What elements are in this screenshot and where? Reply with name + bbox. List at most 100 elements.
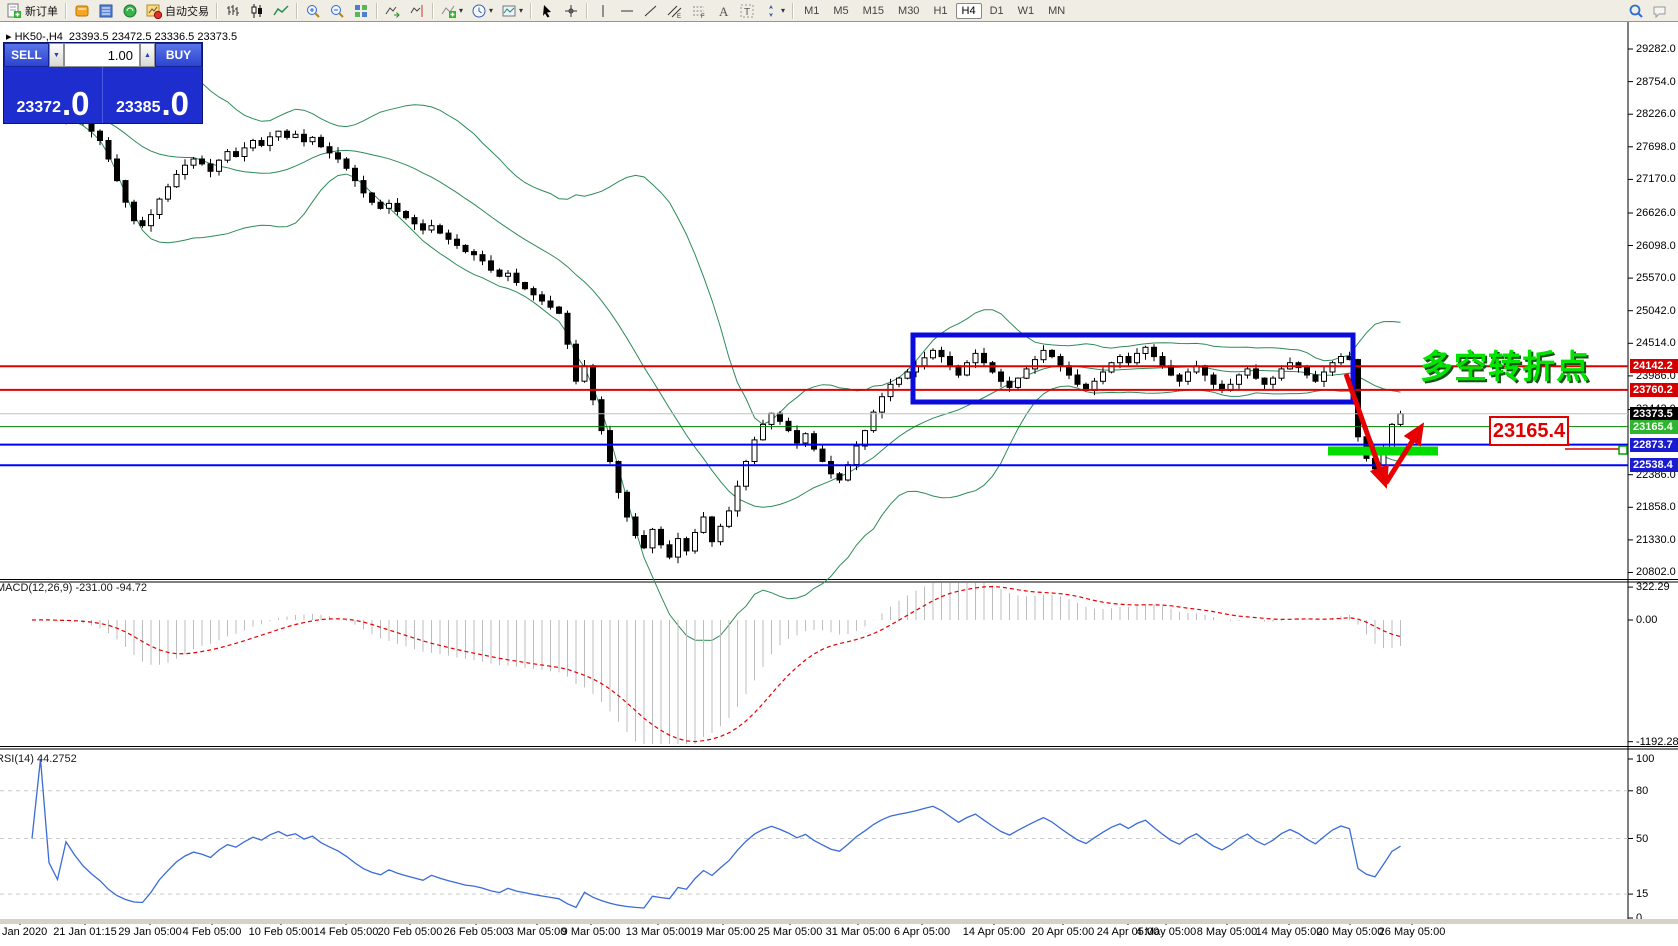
chart-shift-button[interactable] [405, 1, 429, 21]
symbol-name: HK50-,H4 [14, 31, 63, 43]
auto-scroll-button[interactable] [381, 1, 405, 21]
auto-trading-button[interactable]: 自动交易 [142, 1, 213, 21]
data-window-button[interactable] [94, 1, 118, 21]
templates-button[interactable]: ▾ [497, 1, 527, 21]
red-arrow-up [1383, 422, 1425, 485]
rsi-tick-label: 15 [1636, 888, 1649, 900]
vertical-line-button[interactable] [591, 1, 615, 21]
timeframe-W1-button[interactable]: W1 [1017, 4, 1035, 17]
date-tick-label: 14 Apr 05:00 [962, 926, 1026, 938]
price-tick-label: 22386.0 [1636, 469, 1676, 481]
dropdown-caret-icon: ▾ [519, 6, 524, 15]
tile-windows-icon [355, 4, 367, 17]
green-support-bar [1328, 446, 1438, 456]
search-icon [1629, 4, 1643, 18]
equidistant-channel-button[interactable]: E [663, 1, 687, 21]
price-tick-label: 29282.0 [1636, 43, 1676, 55]
fibonacci-icon: F [693, 6, 705, 19]
price-badge: 22873.7 [1630, 438, 1678, 452]
buy-price-panel[interactable]: 23385 .0 [103, 67, 202, 123]
zoom-out-icon [331, 4, 344, 18]
line-chart-button[interactable] [269, 1, 293, 21]
timeframe-D1-button[interactable]: D1 [989, 4, 1004, 17]
timeframe-M5-button[interactable]: M5 [833, 4, 849, 17]
chat-button[interactable] [1648, 1, 1672, 21]
timeframe-H4-button[interactable]: H4 [955, 2, 982, 19]
timeframe-H1-button[interactable]: H1 [933, 4, 948, 17]
sell-price-panel[interactable]: 23372 .0 [4, 67, 103, 123]
volume-decrease-button[interactable]: ▼ [49, 43, 64, 67]
indicators-button[interactable]: ▾ [437, 1, 467, 21]
sell-button[interactable]: SELL [4, 43, 49, 67]
toolbar-separator [216, 2, 218, 19]
date-tick-label: 20 May 05:00 [1316, 926, 1384, 938]
macd-signal-line [31, 585, 1401, 743]
crosshair-button[interactable] [559, 1, 583, 21]
price-tick-label: 24514.0 [1636, 337, 1676, 349]
chart-canvas[interactable] [0, 22, 1678, 946]
date-tick-label: 13 Mar 05:00 [625, 926, 691, 938]
line-chart-icon [273, 4, 289, 15]
price-badge: 23373.5 [1630, 407, 1678, 421]
timeframe-M30-button[interactable]: M30 [898, 4, 920, 17]
price-tick-label: 25570.0 [1636, 272, 1676, 284]
date-tick-label: 25 Mar 05:00 [757, 926, 823, 938]
chat-icon [1653, 6, 1666, 18]
candlestick-chart-icon [251, 3, 262, 18]
market-watch-button[interactable] [70, 1, 94, 21]
horizontal-line-button[interactable] [615, 1, 639, 21]
rsi-tick-label: 100 [1636, 753, 1655, 765]
annotation-price-label: 23165.4 [1489, 416, 1569, 446]
timeframe-MN-button[interactable]: MN [1048, 4, 1066, 17]
macd-indicator-label: MACD(12,26,9) -231.00 -94.72 [0, 582, 148, 594]
candlestick-chart-button[interactable] [245, 1, 269, 21]
price-tick-label: 21330.0 [1636, 534, 1676, 546]
tile-windows-button[interactable] [349, 1, 373, 21]
search-button[interactable] [1624, 1, 1648, 21]
price-badge: 24142.2 [1630, 359, 1678, 373]
toolbar: 新订单 自动交易 ▾ ▾ ▾ E F A T ▾ M1 M5 M15 M30 H1 H4 D1 W1 MN [0, 0, 1678, 22]
equidistant-channel-icon: E [667, 5, 682, 19]
macd-histogram [40, 583, 1401, 744]
zoom-in-icon [307, 4, 320, 18]
market-watch-icon [75, 5, 89, 16]
toolbar-separator [376, 2, 378, 19]
volume-input[interactable]: 1.00 [64, 43, 140, 67]
crosshair-icon [565, 4, 578, 17]
fibonacci-button[interactable]: F [687, 1, 711, 21]
bar-chart-button[interactable] [221, 1, 245, 21]
auto-trading-label: 自动交易 [165, 5, 209, 18]
text-button[interactable]: A [711, 1, 735, 21]
periods-icon [472, 4, 486, 17]
date-tick-label: 4 Feb 05:00 [182, 926, 242, 938]
cursor-icon [543, 4, 552, 17]
toolbar-separator [296, 2, 298, 19]
zoom-in-button[interactable] [301, 1, 325, 21]
window-bottom-strip [0, 919, 1678, 924]
timeframe-M1-button[interactable]: M1 [804, 4, 820, 17]
trendline-button[interactable] [639, 1, 663, 21]
new-order-icon [7, 3, 21, 18]
date-tick-label: 3 Mar 05:00 [507, 926, 567, 938]
macd-tick-label: 322.29 [1636, 581, 1670, 593]
date-tick-label: 20 Feb 05:00 [377, 926, 443, 938]
timeframe-M15-button[interactable]: M15 [862, 4, 885, 17]
cursor-button[interactable] [535, 1, 559, 21]
trendline-icon [644, 5, 657, 16]
arrows-button[interactable]: ▾ [759, 1, 789, 21]
sell-price-pips: .0 [61, 85, 90, 122]
new-order-button[interactable]: 新订单 [2, 1, 62, 21]
zoom-out-button[interactable] [325, 1, 349, 21]
navigator-button[interactable] [118, 1, 142, 21]
dropdown-caret-icon: ▾ [489, 6, 494, 15]
rsi-line [31, 758, 1401, 909]
volume-increase-button[interactable]: ▲ [140, 43, 155, 67]
chart-window[interactable]: ▸ HK50-,H4 23393.5 23472.5 23336.5 23373.… [0, 22, 1678, 946]
vertical-line-icon [602, 4, 604, 17]
text-label-button[interactable]: T [735, 1, 759, 21]
periods-button[interactable]: ▾ [467, 1, 497, 21]
buy-button[interactable]: BUY [155, 43, 202, 67]
toolbar-separator [65, 2, 67, 19]
dropdown-caret-icon: ▾ [781, 6, 786, 15]
